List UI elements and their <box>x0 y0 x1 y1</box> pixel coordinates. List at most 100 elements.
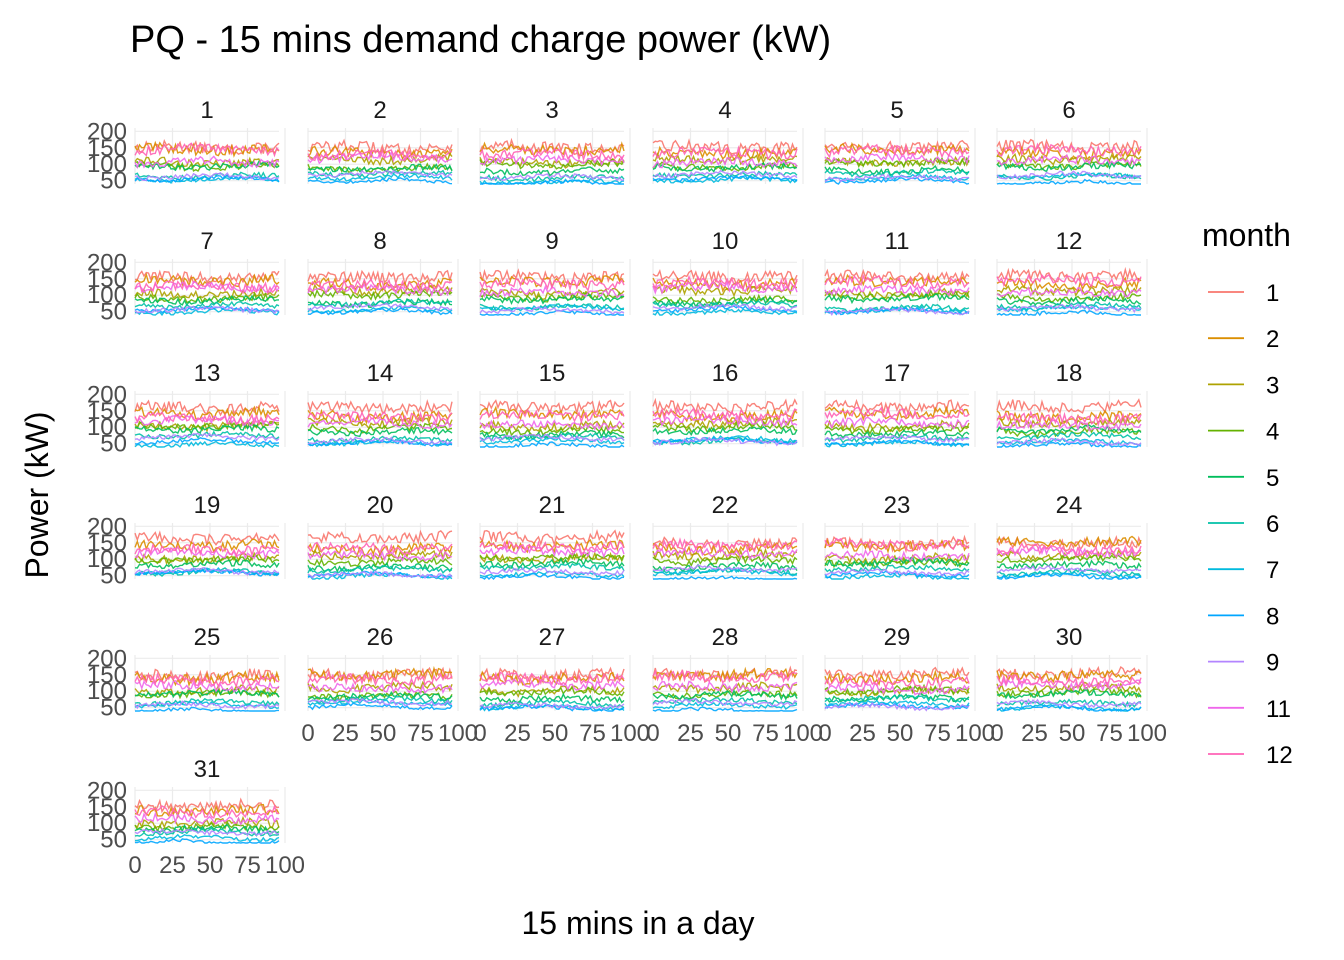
x-tick-label: 50 <box>1059 720 1086 747</box>
facet-label-22: 22 <box>712 492 739 519</box>
series-line-month-6 <box>824 564 970 574</box>
facet-panel-20: 20 <box>307 492 459 580</box>
series-line-month-5 <box>479 557 625 569</box>
series-line-month-12 <box>307 147 453 162</box>
series-line-month-1 <box>824 666 970 682</box>
series-line-month-5 <box>996 559 1142 571</box>
series-line-month-1 <box>824 398 970 416</box>
series-line-month-9 <box>134 305 280 315</box>
series-line-month-8 <box>652 706 798 712</box>
facet-panel-12: 12 <box>996 228 1148 317</box>
legend-entry-12: 12 <box>1208 742 1293 769</box>
series-line-month-7 <box>652 308 798 317</box>
series-line-month-1 <box>824 534 970 554</box>
x-tick-label: 0 <box>128 852 141 879</box>
series-line-month-9 <box>479 433 625 443</box>
series-line-month-5 <box>134 688 280 699</box>
series-line-month-8 <box>134 174 280 183</box>
facet-label-11: 11 <box>885 228 910 255</box>
series-line-month-8 <box>134 568 280 577</box>
facet-label-15: 15 <box>539 360 566 387</box>
series-line-month-9 <box>307 436 453 446</box>
x-tick-label: 0 <box>646 720 659 747</box>
series-line-month-8 <box>652 174 798 183</box>
series-line-month-5 <box>824 428 970 440</box>
facet-label-10: 10 <box>712 228 739 255</box>
facet-panel-14: 14 <box>307 360 459 448</box>
series-line-month-1 <box>307 399 453 417</box>
series-line-month-11 <box>652 680 798 694</box>
series-line-month-9 <box>824 434 970 444</box>
series-line-month-2 <box>824 669 970 687</box>
x-tick-label: 50 <box>715 720 742 747</box>
series-line-month-9 <box>479 172 625 182</box>
series-line-month-1 <box>996 266 1142 283</box>
facet-label-6: 6 <box>1062 97 1075 124</box>
facet-panel-28: 28 0 25 50 75 100 <box>646 624 823 747</box>
series-line-month-11 <box>307 549 453 562</box>
facet-panel-10: 10 <box>652 228 804 317</box>
legend-label: 2 <box>1266 326 1279 353</box>
x-tick-label: 50 <box>197 852 224 879</box>
series-line-month-9 <box>134 827 280 837</box>
series-line-month-5 <box>307 163 453 173</box>
series-line-month-8 <box>479 309 624 316</box>
series-line-month-8 <box>653 575 798 580</box>
series-line-month-4 <box>307 422 453 435</box>
series-line-month-4 <box>479 158 625 170</box>
x-axis-title: 15 mins in a day <box>521 905 754 941</box>
series-line-month-9 <box>134 700 280 710</box>
series-line-month-11 <box>652 414 798 428</box>
x-tick-label: 50 <box>542 720 569 747</box>
legend-label: 11 <box>1266 696 1291 723</box>
series-line-month-3 <box>134 156 280 169</box>
series-line-month-9 <box>134 566 280 576</box>
series-line-month-8 <box>307 177 453 185</box>
series-line-month-4 <box>824 683 970 697</box>
series-line-month-5 <box>996 295 1142 306</box>
legend-label: 1 <box>1266 280 1279 307</box>
y-tick-label: 200 <box>87 645 127 672</box>
series-line-month-7 <box>135 833 280 843</box>
series-line-month-9 <box>824 306 970 317</box>
legend-label: 7 <box>1266 557 1279 584</box>
series-line-month-12 <box>134 280 280 295</box>
x-tick-label: 25 <box>849 720 876 747</box>
series-line-month-11 <box>996 153 1142 167</box>
series-line-month-9 <box>135 171 280 182</box>
series-line-month-12 <box>652 274 798 292</box>
y-tick-label: 100 <box>87 282 127 309</box>
series-line-month-8 <box>824 176 970 185</box>
facet-label-2: 2 <box>373 97 386 124</box>
facet-label-3: 3 <box>545 97 558 124</box>
y-tick-label: 200 <box>87 777 127 804</box>
y-tick-label: 50 <box>100 431 127 458</box>
facet-panel-24: 24 <box>996 492 1148 580</box>
series-line-month-4 <box>652 555 798 567</box>
series-line-month-5 <box>996 160 1142 173</box>
series-line-month-12 <box>652 537 798 554</box>
series-line-month-5 <box>307 561 453 573</box>
series-line-month-9 <box>307 302 453 312</box>
series-line-month-7 <box>824 572 970 580</box>
facet-label-28: 28 <box>712 624 739 651</box>
x-tick-label: 100 <box>1127 720 1167 747</box>
x-tick-label: 75 <box>579 720 606 747</box>
series-line-month-3 <box>652 681 798 695</box>
x-tick-label: 75 <box>407 720 434 747</box>
series-line-month-1 <box>479 666 625 685</box>
x-tick-label: 25 <box>677 720 704 747</box>
series-line-month-6 <box>996 698 1141 708</box>
series-line-month-3 <box>479 287 625 301</box>
series-line-month-12 <box>824 405 970 421</box>
y-tick-label: 200 <box>87 513 127 540</box>
x-tick-label: 100 <box>438 720 478 747</box>
facet-panel-16: 16 <box>652 360 804 447</box>
series-line-month-9 <box>652 302 798 312</box>
chart-title: PQ - 15 mins demand charge power (kW) <box>130 19 831 61</box>
series-line-month-5 <box>134 823 280 834</box>
